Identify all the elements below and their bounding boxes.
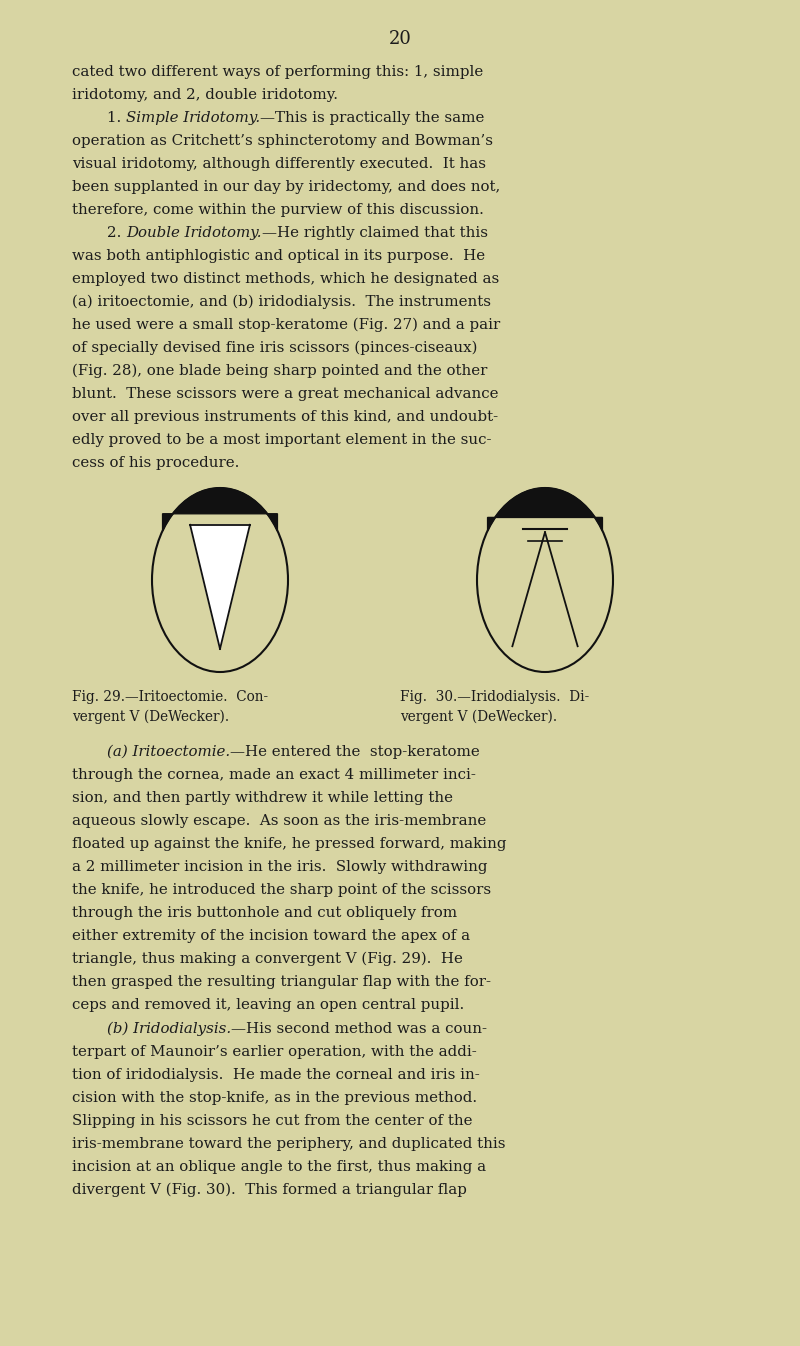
Text: Slipping in his scissors he cut from the center of the: Slipping in his scissors he cut from the… — [72, 1114, 473, 1128]
Text: then grasped the resulting triangular flap with the for-: then grasped the resulting triangular fl… — [72, 975, 491, 989]
Ellipse shape — [477, 489, 613, 672]
Text: was both antiphlogistic and optical in its purpose.  He: was both antiphlogistic and optical in i… — [72, 249, 485, 262]
Text: vergent V (DeWecker).: vergent V (DeWecker). — [400, 709, 557, 724]
Text: the knife, he introduced the sharp point of the scissors: the knife, he introduced the sharp point… — [72, 883, 491, 896]
Text: 20: 20 — [389, 30, 411, 48]
Text: floated up against the knife, he pressed forward, making: floated up against the knife, he pressed… — [72, 837, 506, 851]
Text: cision with the stop-knife, as in the previous method.: cision with the stop-knife, as in the pr… — [72, 1092, 477, 1105]
Text: employed two distinct methods, which he designated as: employed two distinct methods, which he … — [72, 272, 499, 285]
Text: divergent V (Fig. 30).  This formed a triangular flap: divergent V (Fig. 30). This formed a tri… — [72, 1183, 467, 1198]
Text: through the iris buttonhole and cut obliquely from: through the iris buttonhole and cut obli… — [72, 906, 457, 921]
Text: cated two different ways of performing this: 1, simple: cated two different ways of performing t… — [72, 65, 483, 79]
Text: he used were a small stop-keratome (Fig. 27) and a pair: he used were a small stop-keratome (Fig.… — [72, 318, 500, 332]
Text: over all previous instruments of this kind, and undoubt-: over all previous instruments of this ki… — [72, 411, 498, 424]
Text: Fig.  30.—Iridodialysis.  Di-: Fig. 30.—Iridodialysis. Di- — [400, 690, 590, 704]
Text: Double Iridotomy.: Double Iridotomy. — [126, 226, 262, 240]
Text: been supplanted in our day by iridectomy, and does not,: been supplanted in our day by iridectomy… — [72, 180, 500, 194]
Text: iris-membrane toward the periphery, and duplicated this: iris-membrane toward the periphery, and … — [72, 1137, 506, 1151]
Text: aqueous slowly escape.  As soon as the iris-membrane: aqueous slowly escape. As soon as the ir… — [72, 814, 486, 828]
Text: of specially devised fine iris scissors (pinces-ciseaux): of specially devised fine iris scissors … — [72, 341, 478, 355]
Text: —This is practically the same: —This is practically the same — [260, 110, 485, 125]
Text: blunt.  These scissors were a great mechanical advance: blunt. These scissors were a great mecha… — [72, 388, 498, 401]
Text: (Fig. 28), one blade being sharp pointed and the other: (Fig. 28), one blade being sharp pointed… — [72, 363, 487, 378]
Text: (a) Iritoectomie.: (a) Iritoectomie. — [107, 744, 230, 759]
Text: (b) Iridodialysis.: (b) Iridodialysis. — [107, 1022, 231, 1036]
Text: cess of his procedure.: cess of his procedure. — [72, 456, 239, 470]
Text: —His second method was a coun-: —His second method was a coun- — [231, 1022, 487, 1036]
Text: either extremity of the incision toward the apex of a: either extremity of the incision toward … — [72, 929, 470, 944]
Text: ceps and removed it, leaving an open central pupil.: ceps and removed it, leaving an open cen… — [72, 997, 464, 1012]
Text: —He entered the  stop-keratome: —He entered the stop-keratome — [230, 744, 480, 759]
Text: incision at an oblique angle to the first, thus making a: incision at an oblique angle to the firs… — [72, 1160, 486, 1174]
Text: through the cornea, made an exact 4 millimeter inci-: through the cornea, made an exact 4 mill… — [72, 769, 476, 782]
Text: vergent V (DeWecker).: vergent V (DeWecker). — [72, 709, 229, 724]
Text: 2.: 2. — [107, 226, 126, 240]
Text: operation as Critchett’s sphincterotomy and Bowman’s: operation as Critchett’s sphincterotomy … — [72, 135, 493, 148]
Text: 1.: 1. — [107, 110, 126, 125]
Text: therefore, come within the purview of this discussion.: therefore, come within the purview of th… — [72, 203, 484, 217]
Text: Fig. 29.—Iritoectomie.  Con-: Fig. 29.—Iritoectomie. Con- — [72, 690, 268, 704]
Text: sion, and then partly withdrew it while letting the: sion, and then partly withdrew it while … — [72, 791, 453, 805]
Polygon shape — [487, 489, 602, 530]
Text: triangle, thus making a convergent V (Fig. 29).  He: triangle, thus making a convergent V (Fi… — [72, 952, 463, 966]
Text: —He rightly claimed that this: —He rightly claimed that this — [262, 226, 488, 240]
Text: tion of iridodialysis.  He made the corneal and iris in-: tion of iridodialysis. He made the corne… — [72, 1067, 480, 1082]
Polygon shape — [162, 489, 278, 530]
Polygon shape — [190, 525, 250, 649]
Text: terpart of Maunoir’s earlier operation, with the addi-: terpart of Maunoir’s earlier operation, … — [72, 1044, 477, 1059]
Text: edly proved to be a most important element in the suc-: edly proved to be a most important eleme… — [72, 433, 491, 447]
Text: Simple Iridotomy.: Simple Iridotomy. — [126, 110, 260, 125]
Text: iridotomy, and 2, double iridotomy.: iridotomy, and 2, double iridotomy. — [72, 87, 338, 102]
Text: a 2 millimeter incision in the iris.  Slowly withdrawing: a 2 millimeter incision in the iris. Slo… — [72, 860, 487, 874]
Text: (a) iritoectomie, and (b) iridodialysis.  The instruments: (a) iritoectomie, and (b) iridodialysis.… — [72, 295, 491, 310]
Text: visual iridotomy, although differently executed.  It has: visual iridotomy, although differently e… — [72, 157, 486, 171]
Ellipse shape — [152, 489, 288, 672]
